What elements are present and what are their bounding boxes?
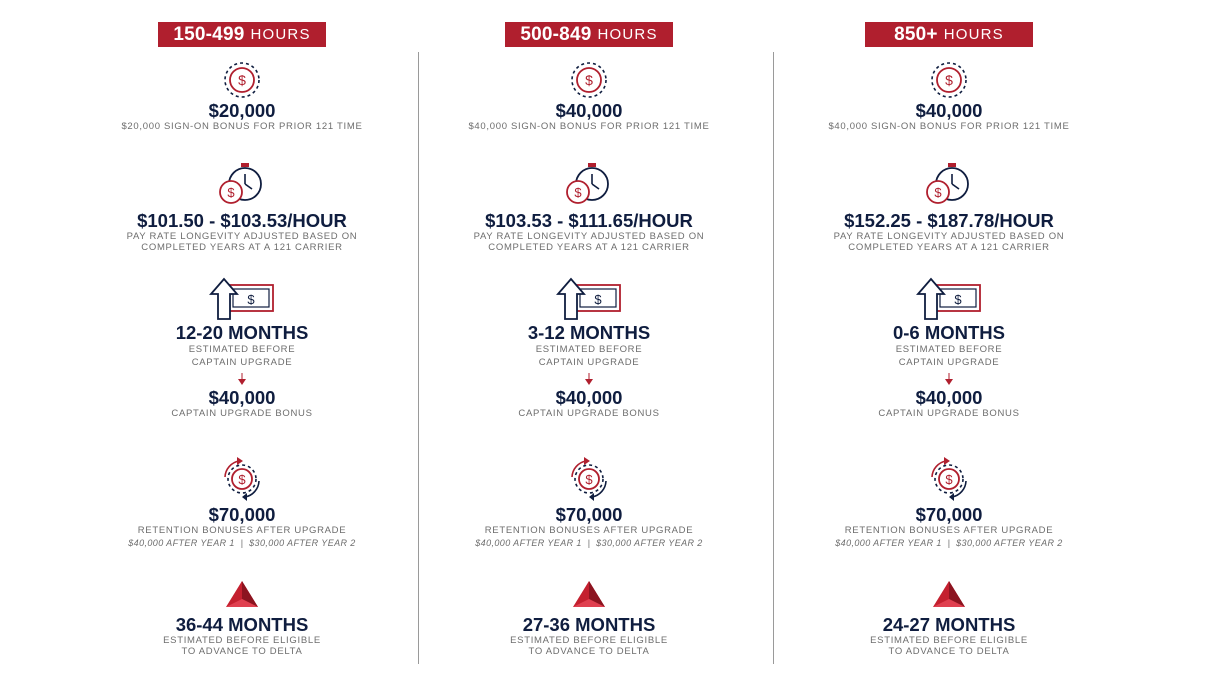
delta-line-2: TO ADVANCE TO DELTA (181, 646, 303, 657)
retention-detail: $40,000 AFTER YEAR 1 | $30,000 AFTER YEA… (475, 538, 703, 548)
svg-text:$: $ (238, 72, 246, 88)
retention-amount: $70,000 (555, 504, 623, 525)
down-arrow-icon (784, 373, 1114, 385)
captain-bonus: $40,000 (555, 387, 623, 408)
tier-banner: 500-849 HOURS (505, 22, 673, 47)
retention-label: RETENTION BONUSES AFTER UPGRADE (484, 525, 694, 536)
svg-text:$: $ (945, 72, 953, 88)
dollar-coin-icon: $ (77, 60, 407, 100)
svg-text:$: $ (585, 72, 593, 88)
svg-text:$: $ (594, 292, 602, 307)
retention-amount: $70,000 (915, 504, 983, 525)
signon-label: $20,000 SIGN-ON BONUS FOR PRIOR 121 TIME (121, 121, 363, 132)
signon-label: $40,000 SIGN-ON BONUS FOR PRIOR 121 TIME (828, 121, 1070, 132)
captain-bonus: $40,000 (915, 387, 983, 408)
upgrade-arrow-bill-icon: $ (424, 277, 754, 321)
signon-label: $40,000 SIGN-ON BONUS FOR PRIOR 121 TIME (468, 121, 710, 132)
pay-rate: $152.25 - $187.78/HOUR (844, 210, 1054, 231)
retention-cycle-icon: $ (784, 455, 1114, 501)
captain-bonus-label: CAPTAIN UPGRADE BONUS (171, 408, 313, 419)
captain-bonus-label: CAPTAIN UPGRADE BONUS (878, 408, 1020, 419)
tier-banner: 150-499 HOURS (158, 22, 326, 47)
pay-line-2: COMPLETED YEARS AT A 121 CARRIER (488, 242, 690, 253)
delta-logo-icon (77, 580, 407, 610)
column-divider-2 (773, 52, 774, 664)
svg-text:$: $ (954, 292, 962, 307)
dollar-coin-icon: $ (784, 60, 1114, 100)
svg-text:$: $ (227, 185, 235, 200)
upgrade-months: 0-6 MONTHS (892, 322, 1006, 343)
retention-cycle-icon: $ (77, 455, 407, 501)
tier-range: 500-849 (520, 23, 592, 45)
svg-text:$: $ (945, 472, 953, 487)
signon-amount: $20,000 (208, 100, 276, 121)
upgrade-arrow-bill-icon: $ (784, 277, 1114, 321)
delta-line-2: TO ADVANCE TO DELTA (888, 646, 1010, 657)
pay-line-2: COMPLETED YEARS AT A 121 CARRIER (141, 242, 343, 253)
stopwatch-dollar-icon: $ (77, 162, 407, 206)
signon-amount: $40,000 (555, 100, 623, 121)
upgrade-line-1: ESTIMATED BEFORE (535, 344, 643, 355)
delta-line-2: TO ADVANCE TO DELTA (528, 646, 650, 657)
retention-label: RETENTION BONUSES AFTER UPGRADE (844, 525, 1054, 536)
column-divider-1 (418, 52, 419, 664)
stopwatch-dollar-icon: $ (784, 162, 1114, 206)
svg-text:$: $ (238, 472, 246, 487)
upgrade-line-2: CAPTAIN UPGRADE (191, 357, 293, 368)
svg-text:$: $ (934, 185, 942, 200)
down-arrow-icon (424, 373, 754, 385)
tier-banner: 850+ HOURS (865, 22, 1033, 47)
pay-line-1: PAY RATE LONGEVITY ADJUSTED BASED ON (833, 231, 1065, 242)
delta-months: 36-44 MONTHS (175, 614, 309, 635)
svg-text:$: $ (574, 185, 582, 200)
upgrade-line-2: CAPTAIN UPGRADE (538, 357, 640, 368)
upgrade-line-1: ESTIMATED BEFORE (895, 344, 1003, 355)
tier-range: 150-499 (173, 23, 245, 45)
tier-unit: HOURS (597, 26, 658, 43)
tier-column-3: 850+ HOURS $ $40,000 $40,000 SIGN-ON BON… (784, 0, 1114, 685)
retention-amount: $70,000 (208, 504, 276, 525)
tier-unit: HOURS (943, 26, 1004, 43)
svg-text:$: $ (247, 292, 255, 307)
pay-rate: $103.53 - $111.65/HOUR (485, 210, 693, 231)
upgrade-line-1: ESTIMATED BEFORE (188, 344, 296, 355)
captain-bonus: $40,000 (208, 387, 276, 408)
stopwatch-dollar-icon: $ (424, 162, 754, 206)
svg-text:$: $ (585, 472, 593, 487)
pay-rate: $101.50 - $103.53/HOUR (137, 210, 347, 231)
upgrade-arrow-bill-icon: $ (77, 277, 407, 321)
captain-bonus-label: CAPTAIN UPGRADE BONUS (518, 408, 660, 419)
tier-column-2: 500-849 HOURS $ $40,000 $40,000 SIGN-ON … (424, 0, 754, 685)
tier-range: 850+ (894, 23, 938, 45)
down-arrow-icon (77, 373, 407, 385)
delta-line-1: ESTIMATED BEFORE ELIGIBLE (510, 635, 668, 646)
delta-logo-icon (784, 580, 1114, 610)
tier-column-1: 150-499 HOURS $ $20,000 $20,000 SIGN-ON … (77, 0, 407, 685)
delta-logo-icon (424, 580, 754, 610)
delta-months: 24-27 MONTHS (882, 614, 1016, 635)
signon-amount: $40,000 (915, 100, 983, 121)
upgrade-months: 3-12 MONTHS (527, 322, 651, 343)
retention-cycle-icon: $ (424, 455, 754, 501)
delta-line-1: ESTIMATED BEFORE ELIGIBLE (870, 635, 1028, 646)
retention-detail: $40,000 AFTER YEAR 1 | $30,000 AFTER YEA… (835, 538, 1063, 548)
upgrade-months: 12-20 MONTHS (175, 322, 309, 343)
retention-label: RETENTION BONUSES AFTER UPGRADE (137, 525, 347, 536)
pay-line-2: COMPLETED YEARS AT A 121 CARRIER (848, 242, 1050, 253)
retention-detail: $40,000 AFTER YEAR 1 | $30,000 AFTER YEA… (128, 538, 356, 548)
delta-months: 27-36 MONTHS (522, 614, 656, 635)
tier-unit: HOURS (250, 26, 311, 43)
pay-line-1: PAY RATE LONGEVITY ADJUSTED BASED ON (473, 231, 705, 242)
delta-line-1: ESTIMATED BEFORE ELIGIBLE (163, 635, 321, 646)
upgrade-line-2: CAPTAIN UPGRADE (898, 357, 1000, 368)
pay-line-1: PAY RATE LONGEVITY ADJUSTED BASED ON (126, 231, 358, 242)
dollar-coin-icon: $ (424, 60, 754, 100)
